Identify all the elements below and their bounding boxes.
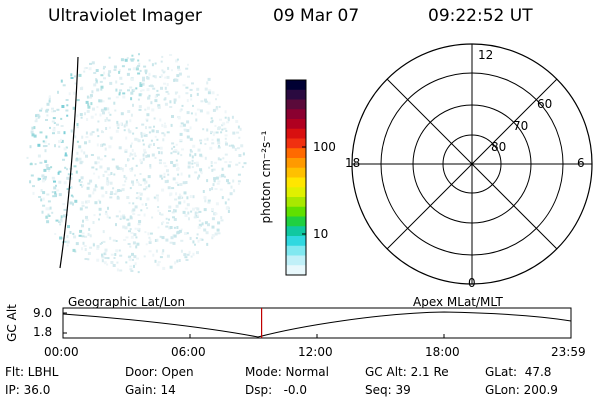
mode-info: Mode: Normal bbox=[245, 365, 329, 379]
colorbar-tick-100: 100 bbox=[313, 140, 336, 154]
colorbar-cell bbox=[286, 80, 306, 91]
door-info: Door: Open bbox=[125, 365, 194, 379]
colorbar-cell bbox=[286, 148, 306, 159]
mlt-label-6: 6 bbox=[577, 156, 585, 170]
mlt-label-12: 12 bbox=[478, 48, 494, 62]
timeline-right-caption: Apex MLat/MLT bbox=[413, 295, 503, 309]
colorbar-cell bbox=[286, 138, 306, 149]
colorbar-cell bbox=[286, 119, 306, 130]
colorbar-cell bbox=[286, 245, 306, 256]
colorbar-cell bbox=[286, 99, 306, 110]
dsp-info: Dsp: -0.0 bbox=[245, 383, 308, 397]
colorbar-cell bbox=[286, 236, 306, 247]
glon-info: GLon: 200.9 bbox=[485, 383, 558, 397]
colorbar-cell bbox=[286, 226, 306, 237]
filter-info: Flt: LBHL bbox=[5, 365, 59, 379]
colorbar-cell bbox=[286, 89, 306, 100]
timeline-left-caption: Geographic Lat/Lon bbox=[68, 295, 186, 309]
mlt-label-18: 18 bbox=[345, 156, 361, 170]
colorbar-cell bbox=[286, 206, 306, 217]
colorbar-cell bbox=[286, 158, 306, 169]
colorbar-cell bbox=[286, 216, 306, 227]
timeline-x-tick-0600: 06:00 bbox=[171, 345, 206, 359]
date-label: 09 Mar 07 bbox=[273, 6, 360, 26]
timeline-x-tick-2359: 23:59 bbox=[551, 345, 586, 359]
mlt-label-0: 0 bbox=[468, 276, 476, 290]
timeline-x-tick-1800: 18:00 bbox=[425, 345, 460, 359]
time-label: 09:22:52 UT bbox=[428, 6, 533, 26]
altitude-curve bbox=[62, 311, 572, 338]
colorbar-cell bbox=[286, 109, 306, 120]
gain-info: Gain: 14 bbox=[125, 383, 176, 397]
glat-info: GLat: 47.8 bbox=[485, 365, 552, 379]
colorbar-tick-10: 10 bbox=[313, 227, 329, 241]
colorbar-cell bbox=[286, 187, 306, 198]
colorbar-cell bbox=[286, 167, 306, 178]
lat-label-60: 60 bbox=[537, 97, 553, 111]
colorbar-cell bbox=[286, 177, 306, 188]
colorbar-cell bbox=[286, 255, 306, 266]
seq-info: Seq: 39 bbox=[365, 383, 411, 397]
colorbar-cell bbox=[286, 128, 306, 139]
lat-label-80: 80 bbox=[491, 140, 507, 154]
timeline-y-tick-low: 1.8 bbox=[33, 325, 53, 339]
gc-alt-info: GC Alt: 2.1 Re bbox=[365, 365, 449, 379]
terminator-line bbox=[59, 56, 79, 269]
lat-label-70: 70 bbox=[513, 119, 529, 133]
instrument-title: Ultraviolet Imager bbox=[48, 6, 202, 26]
timeline-y-tick-high: 9.0 bbox=[33, 306, 53, 320]
timeline-x-tick-0000: 00:00 bbox=[44, 345, 79, 359]
colorbar-cell bbox=[286, 265, 306, 276]
timeline-x-tick-1200: 12:00 bbox=[298, 345, 333, 359]
ip-info: IP: 36.0 bbox=[5, 383, 51, 397]
colorbar-cell bbox=[286, 197, 306, 208]
